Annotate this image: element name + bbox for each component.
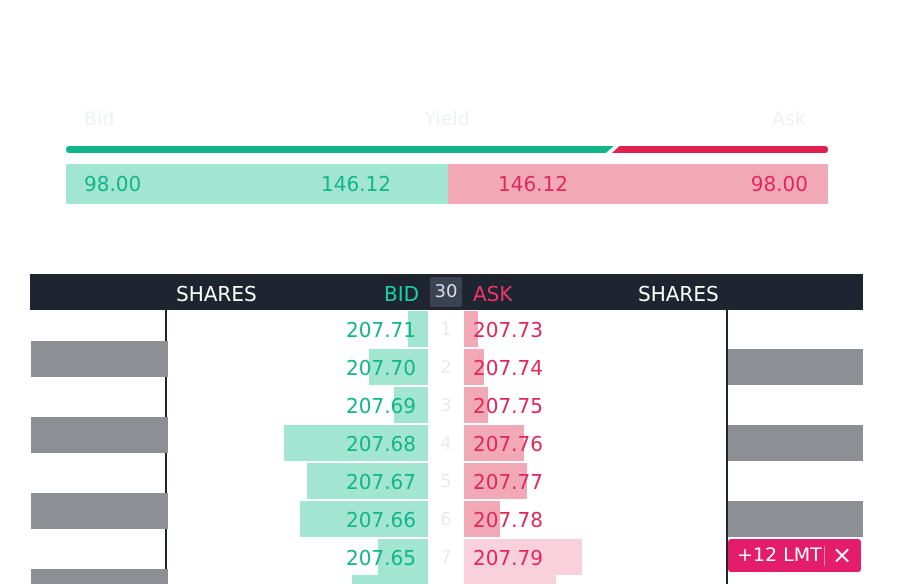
order-book-row[interactable]: 207.68 4 207.76 [30, 417, 863, 462]
bid-price-cell[interactable]: 207.66 [346, 508, 416, 532]
bid-price-cell[interactable]: 207.70 [346, 356, 416, 380]
bid-size-bar [408, 311, 428, 347]
order-book-row[interactable]: 207.67 5 207.77 [30, 462, 863, 500]
ask-price-cell[interactable]: 207.77 [473, 470, 543, 494]
ask-price-cell[interactable]: 207.73 [473, 318, 543, 342]
ask-spread-segment [612, 146, 828, 153]
yield-label: Yield [424, 108, 470, 130]
working-order-tag[interactable]: +12 LMT × [728, 539, 861, 572]
yield-price-row: 98.00 146.12 146.12 98.00 [66, 164, 828, 204]
yield-labels: Bid Yield Ask [66, 108, 828, 136]
ask-label: Ask [772, 108, 806, 130]
order-book: SHARES BID 30 ASK SHARES 207.71 1 207.73… [30, 274, 863, 584]
order-label: +12 LMT [737, 544, 822, 566]
ask-shares-bar [728, 349, 863, 385]
bid-size-bar [284, 425, 428, 461]
order-book-row[interactable]: 207.70 2 207.74 [30, 341, 863, 386]
bid-price-cell[interactable]: 207.68 [346, 432, 416, 456]
ask-price-cell[interactable]: 207.75 [473, 394, 543, 418]
tag-separator [824, 546, 825, 566]
level-number: 7 [440, 547, 452, 568]
ask-size-bar [464, 387, 488, 423]
ask-price: 98.00 [750, 172, 808, 196]
ask-half [448, 164, 828, 204]
bid-price-cell[interactable]: 207.71 [346, 318, 416, 342]
bid-price-cell[interactable]: 207.65 [346, 546, 416, 570]
ask-size-bar [464, 311, 478, 347]
bid-size-bar [352, 575, 428, 584]
ask-size-bar [464, 575, 556, 584]
ask-yield: 146.12 [498, 172, 568, 196]
ask-price-cell[interactable]: 207.74 [473, 356, 543, 380]
bid-header: BID [384, 282, 420, 306]
bid-size-bar [378, 539, 428, 575]
order-book-row[interactable]: 207.65 7 207.79 [30, 538, 863, 576]
bid-spread-segment [66, 146, 614, 153]
bid-price: 98.00 [84, 172, 142, 196]
level-number: 5 [440, 471, 452, 492]
bid-shares-bar [31, 569, 168, 584]
level-number: 2 [440, 357, 452, 378]
bid-size-bar [307, 463, 428, 499]
bid-shares-bar [31, 341, 168, 377]
order-book-row[interactable]: 207.66 6 207.78 [30, 493, 863, 538]
ask-size-bar [464, 349, 484, 385]
bid-size-bar [300, 501, 428, 537]
bid-half [66, 164, 448, 204]
right-divider [726, 310, 728, 584]
bid-shares-bar [31, 493, 168, 529]
ask-price-cell[interactable]: 207.76 [473, 432, 543, 456]
ask-price-cell[interactable]: 207.79 [473, 546, 543, 570]
level-number: 3 [440, 395, 452, 416]
order-book-row[interactable]: 207.71 1 207.73 [30, 310, 863, 348]
shares-right-header: SHARES [638, 282, 719, 306]
bid-shares-bar [31, 417, 168, 453]
level-number: 6 [440, 509, 452, 530]
level-number: 4 [440, 433, 452, 454]
bid-size-bar [394, 387, 428, 423]
bid-size-bar [369, 349, 428, 385]
level-number: 1 [440, 319, 452, 340]
bid-yield: 146.12 [321, 172, 391, 196]
shares-left-header: SHARES [176, 282, 257, 306]
order-book-row[interactable]: 207.69 3 207.75 [30, 386, 863, 424]
ask-size-bar [464, 463, 527, 499]
ask-shares-bar [728, 501, 863, 537]
bid-price-cell[interactable]: 207.69 [346, 394, 416, 418]
ask-shares-bar [728, 425, 863, 461]
close-icon[interactable]: × [832, 541, 853, 569]
depth-selector[interactable]: 30 [430, 277, 462, 307]
ask-size-bar [464, 539, 582, 575]
ask-size-bar [464, 425, 524, 461]
ask-size-bar [464, 501, 500, 537]
ask-header: ASK [473, 282, 513, 306]
bid-price-cell[interactable]: 207.67 [346, 470, 416, 494]
order-book-header: SHARES BID 30 ASK SHARES [30, 274, 863, 310]
bid-label: Bid [84, 108, 115, 130]
yield-spread-bar [66, 146, 828, 154]
ask-price-cell[interactable]: 207.78 [473, 508, 543, 532]
